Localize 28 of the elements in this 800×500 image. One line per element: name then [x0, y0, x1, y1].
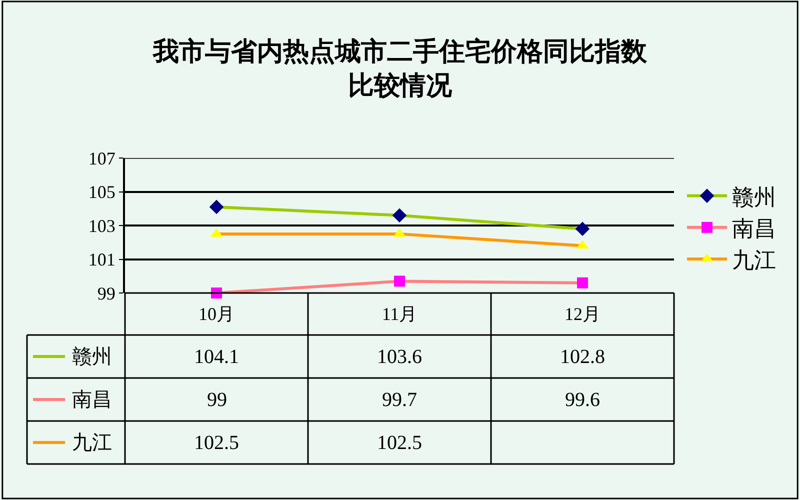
point: [577, 277, 588, 288]
point: [392, 208, 407, 223]
x-tick-label: 10月: [198, 304, 234, 324]
legend-label: 赣州: [732, 184, 776, 210]
x-tick-label: 11月: [382, 304, 418, 324]
point: [575, 222, 590, 236]
y-tick-label: 107: [88, 148, 116, 168]
legend-label: 九江: [732, 248, 776, 273]
data-label: 99: [207, 389, 227, 411]
point: [394, 276, 405, 287]
y-tick-label: 105: [88, 182, 116, 202]
data-label: 102.5: [194, 432, 239, 454]
data-label: 104.1: [194, 346, 239, 368]
data-label: 103.6: [377, 346, 422, 368]
point: [209, 200, 224, 214]
y-tick-label: 103: [88, 216, 116, 236]
text: 九江: [72, 432, 112, 454]
data-label: 99.6: [565, 389, 600, 411]
text: 赣州: [72, 346, 112, 368]
text: 南昌: [732, 216, 776, 241]
legend-label: 南昌: [72, 389, 112, 411]
data-label: 102.5: [377, 432, 422, 454]
data-label: 102.8: [560, 346, 605, 368]
y-tick-label: 101: [88, 250, 116, 270]
x-tick-label: 12月: [564, 304, 600, 324]
y-tick-label: 99: [97, 283, 116, 304]
data-label: 99.7: [382, 389, 417, 411]
chart-title: 我市与省内热点城市二手住宅价格同比指数比较情况: [152, 37, 648, 100]
